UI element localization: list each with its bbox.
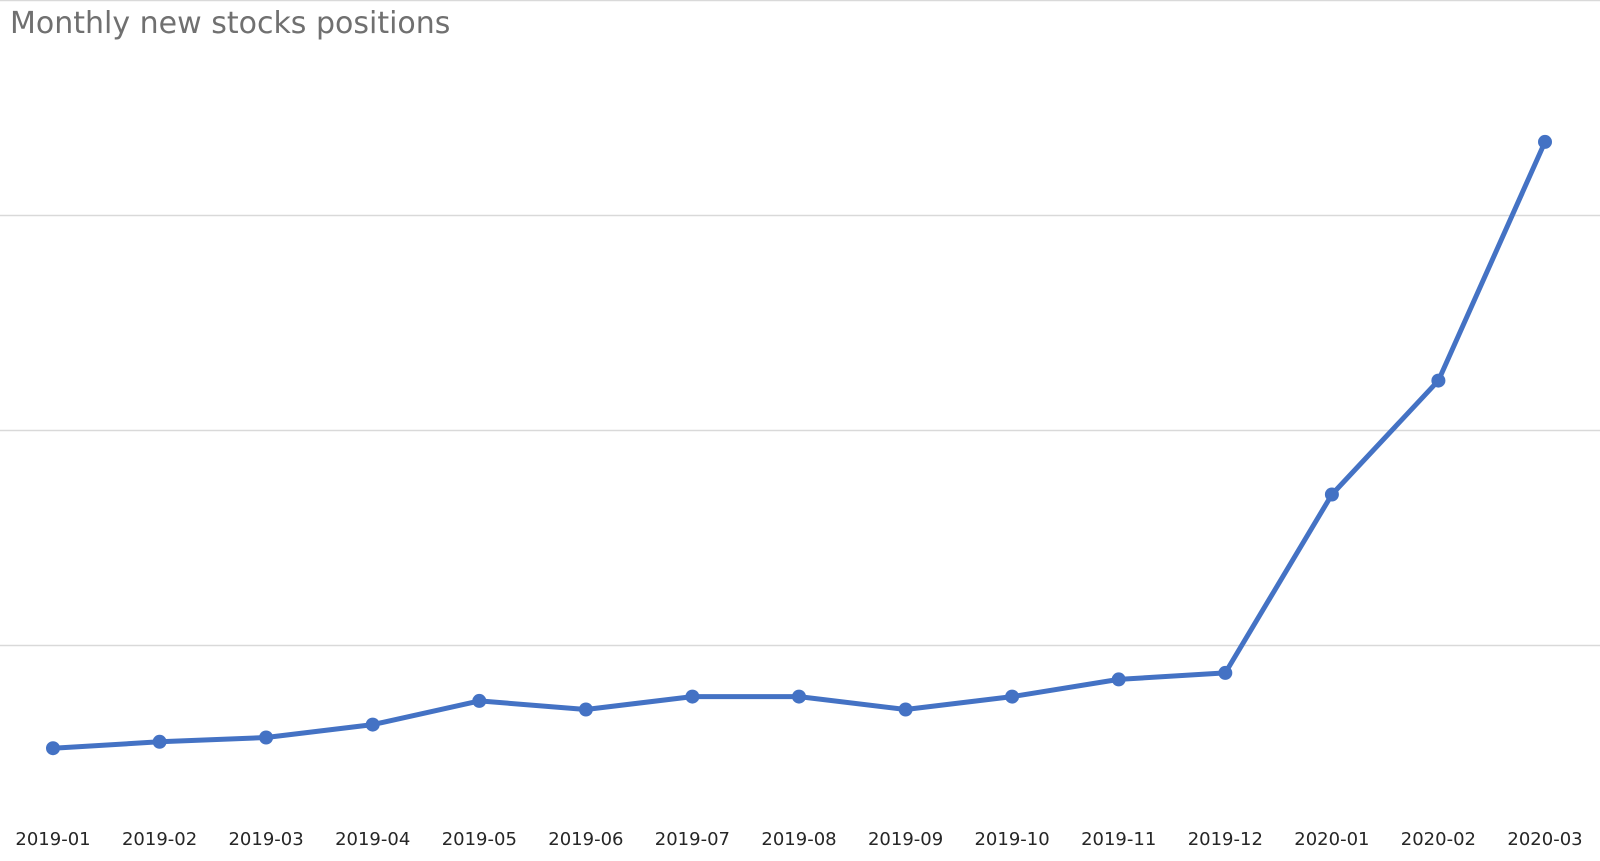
- data-points: [46, 134, 1552, 756]
- series-line: [50, 139, 1548, 751]
- data-point-2019-11: [1111, 672, 1126, 687]
- data-point-2019-01: [46, 741, 60, 756]
- data-point-2019-12: [1218, 665, 1233, 680]
- x-tick-label: 2020-01: [1294, 829, 1369, 850]
- x-tick-label: 2019-04: [335, 829, 410, 850]
- data-point-2019-06: [578, 702, 593, 717]
- x-axis-tick-labels: 2019-01 2019-02 2019-03 2019-04 2019-05 2019-…: [15, 829, 1582, 850]
- x-tick-label: 2020-02: [1401, 829, 1476, 850]
- chart-title: Monthly new stocks positions: [10, 6, 451, 41]
- data-point-2019-09: [898, 702, 913, 717]
- x-tick-label: 2019-09: [868, 829, 943, 850]
- x-tick-label: 2019-11: [1081, 829, 1156, 850]
- data-point-2019-10: [1005, 689, 1020, 704]
- x-tick-label: 2019-02: [122, 829, 197, 850]
- data-point-2019-08: [792, 689, 806, 704]
- data-point-2019-05: [472, 693, 487, 708]
- x-tick-label: 2019-07: [655, 829, 730, 850]
- series-line-group: [50, 139, 1548, 751]
- data-point-2020-01: [1324, 487, 1339, 502]
- data-point-2020-03: [1538, 134, 1552, 149]
- x-tick-label: 2019-03: [228, 829, 303, 850]
- data-point-2020-02: [1431, 373, 1446, 388]
- gridlines: [0, 0, 1600, 647]
- x-tick-label: 2019-08: [761, 829, 836, 850]
- data-point-2019-07: [685, 689, 700, 704]
- x-tick-label: 2019-10: [974, 829, 1049, 850]
- data-point-2019-03: [259, 730, 274, 745]
- data-point-2019-02: [152, 734, 167, 749]
- x-tick-label: 2020-03: [1507, 829, 1582, 850]
- x-tick-label: 2019-12: [1188, 829, 1263, 850]
- x-tick-label: 2019-05: [442, 829, 517, 850]
- data-point-2019-04: [365, 717, 380, 732]
- x-tick-label: 2019-01: [15, 829, 90, 850]
- x-tick-label: 2019-06: [548, 829, 623, 850]
